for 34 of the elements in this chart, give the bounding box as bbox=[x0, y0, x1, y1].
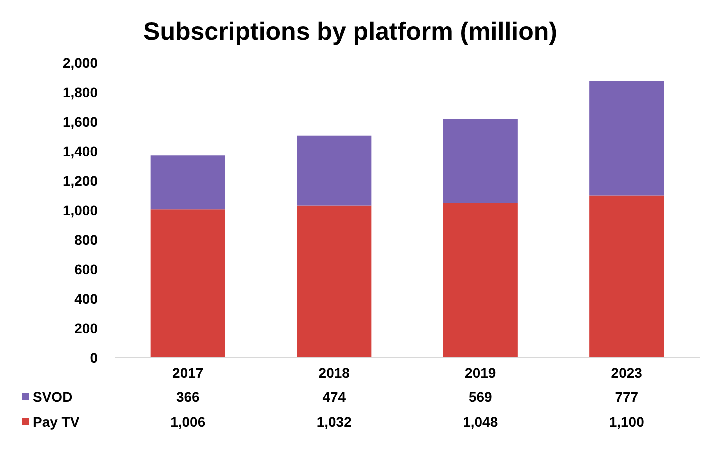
y-tick-label: 1,800 bbox=[62, 84, 98, 100]
bar bbox=[297, 136, 372, 206]
y-tick-label: 800 bbox=[74, 232, 98, 248]
data-label: 1,048 bbox=[463, 414, 498, 430]
legend-label: Pay TV bbox=[33, 414, 80, 430]
bar bbox=[443, 119, 518, 204]
data-label: 366 bbox=[176, 389, 200, 405]
y-tick-label: 0 bbox=[90, 350, 98, 366]
bar bbox=[150, 156, 226, 210]
y-tick-label: 400 bbox=[74, 290, 98, 307]
data-label: 1,032 bbox=[316, 414, 352, 430]
y-tick-label: 2,000 bbox=[62, 54, 98, 71]
legend-label: SVOD bbox=[33, 389, 73, 405]
y-tick-label: 200 bbox=[74, 320, 98, 336]
y-tick-label: 1,200 bbox=[62, 172, 98, 189]
bar bbox=[297, 206, 372, 358]
data-label: 569 bbox=[468, 389, 493, 405]
bar bbox=[590, 196, 664, 358]
x-tick-label: 2019 bbox=[465, 365, 496, 381]
bar bbox=[590, 81, 664, 196]
x-tick-label: 2017 bbox=[172, 365, 204, 381]
y-tick-label: 1,400 bbox=[62, 143, 98, 160]
y-tick-label: 1,600 bbox=[62, 114, 98, 130]
x-tick-label: 2023 bbox=[611, 365, 643, 381]
data-label: 777 bbox=[615, 389, 639, 405]
bar bbox=[150, 210, 226, 358]
bar bbox=[443, 203, 518, 358]
y-tick-label: 600 bbox=[74, 261, 98, 278]
data-label: 1,006 bbox=[170, 414, 206, 430]
chart-title: Subscriptions by platform (million) bbox=[144, 18, 558, 46]
x-tick-label: 2018 bbox=[318, 365, 350, 381]
data-label: 1,100 bbox=[609, 414, 645, 430]
data-label: 474 bbox=[322, 389, 346, 405]
y-tick-label: 1,000 bbox=[62, 202, 98, 218]
